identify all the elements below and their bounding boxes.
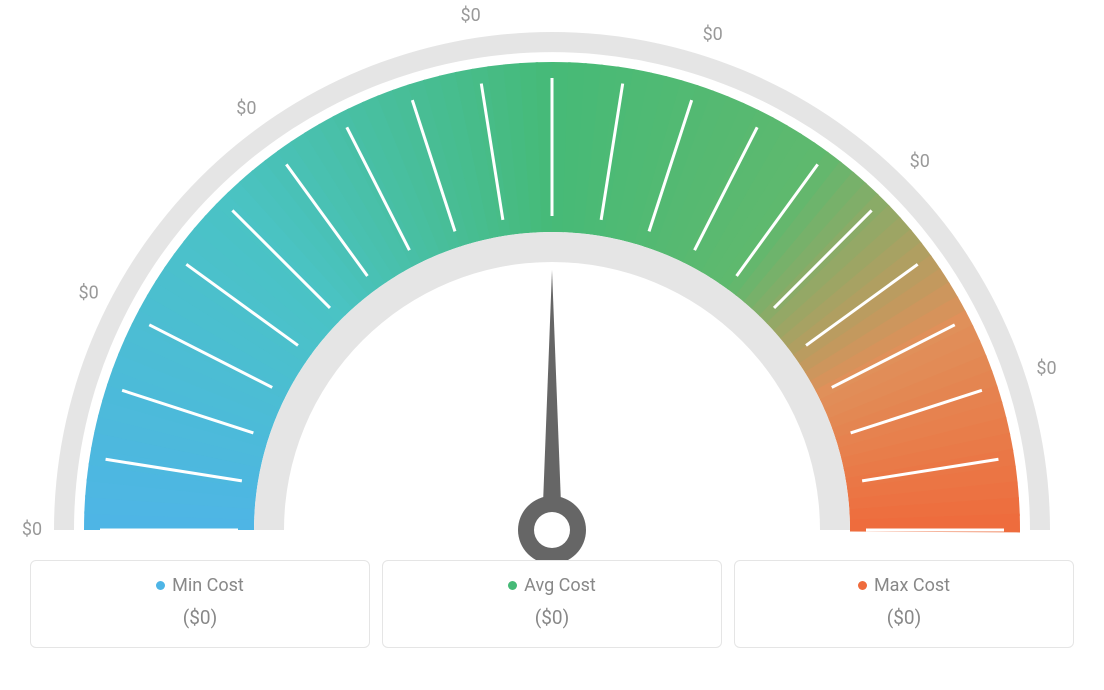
legend-card-avg: Avg Cost ($0) (382, 560, 722, 648)
legend-label-min: Min Cost (172, 575, 244, 596)
legend-label-max: Max Cost (874, 575, 950, 596)
gauge-chart: $0 $0 $0 $0 $0 $0 $0 (0, 0, 1104, 560)
legend-value-min: ($0) (41, 606, 359, 629)
svg-text:$0: $0 (703, 24, 723, 45)
gauge-svg: $0 $0 $0 $0 $0 $0 $0 (0, 0, 1104, 560)
legend-card-min: Min Cost ($0) (30, 560, 370, 648)
legend-row: Min Cost ($0) Avg Cost ($0) Max Cost ($0… (0, 560, 1104, 648)
legend-label-avg: Avg Cost (524, 575, 596, 596)
legend-title-max: Max Cost (745, 575, 1063, 596)
svg-text:$0: $0 (910, 151, 930, 172)
legend-title-avg: Avg Cost (393, 575, 711, 596)
svg-text:$0: $0 (461, 5, 481, 26)
legend-dot-avg (508, 581, 517, 590)
legend-dot-max (858, 581, 867, 590)
legend-dot-min (156, 581, 165, 590)
svg-text:$0: $0 (236, 98, 256, 119)
legend-value-avg: ($0) (393, 606, 711, 629)
legend-title-min: Min Cost (41, 575, 359, 596)
svg-text:$0: $0 (1036, 358, 1056, 379)
legend-value-max: ($0) (745, 606, 1063, 629)
svg-text:$0: $0 (22, 519, 42, 540)
svg-text:$0: $0 (79, 283, 99, 304)
legend-card-max: Max Cost ($0) (734, 560, 1074, 648)
